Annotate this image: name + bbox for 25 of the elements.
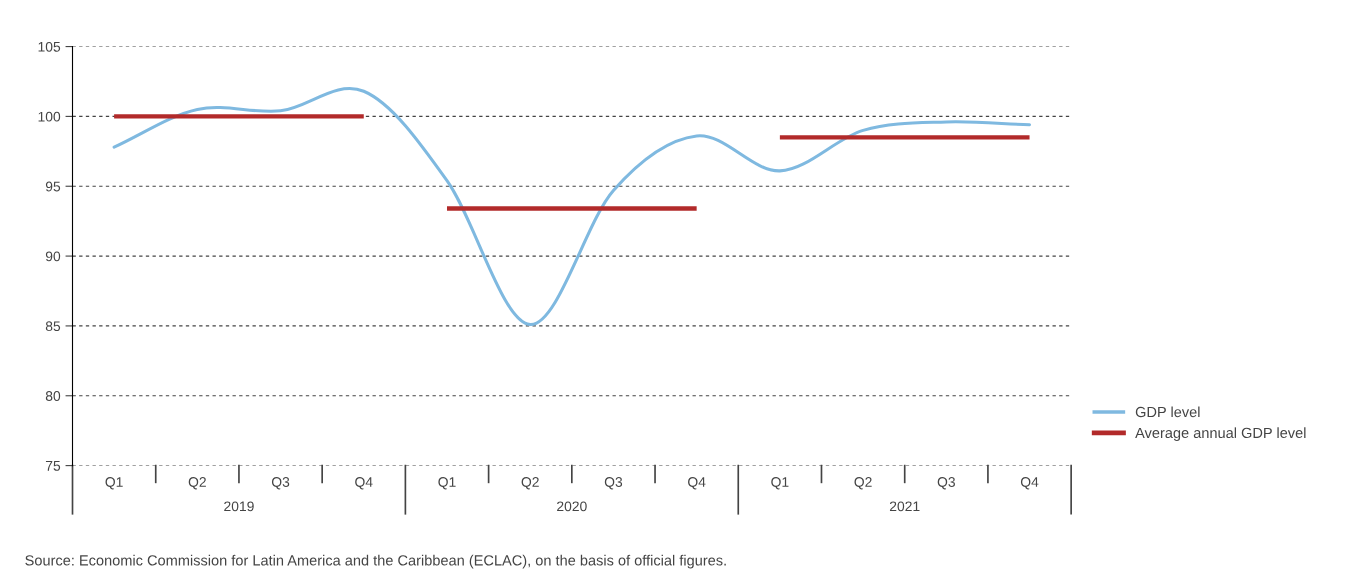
x-tick-label: Q3: [271, 477, 290, 490]
y-tick-label: 90: [45, 251, 61, 262]
text: 2020: [557, 501, 587, 512]
text: 2019: [224, 501, 254, 512]
y-tick-label: 100: [38, 111, 61, 122]
legend-label: Average annual GDP level: [1135, 427, 1306, 441]
x-tick-label: Q4: [355, 477, 373, 490]
y-tick-label: 105: [38, 41, 61, 52]
y-tick-label: 85: [45, 321, 61, 332]
x-tick-label: Q2: [854, 477, 872, 490]
x-tick-label: Q1: [771, 477, 789, 490]
x-tick-label: Q4: [688, 477, 706, 490]
source-note: Source: Economic Commission for Latin America and the Caribbean (ECLAC), on the basis of official figures.: [25, 554, 726, 569]
text: 2021: [889, 501, 920, 512]
y-tick-label: 80: [45, 391, 61, 401]
x-tick-label: Q4: [1020, 477, 1039, 490]
x-tick-label: Q1: [105, 477, 123, 490]
x-tick-label: Q3: [604, 477, 623, 490]
y-tick-label: 95: [45, 181, 61, 192]
x-tick-label: Q2: [188, 477, 206, 490]
x-tick-label: Q1: [438, 477, 456, 490]
y-tick-label: 75: [45, 461, 61, 471]
x-tick-label: Q2: [521, 477, 539, 490]
x-tick-label: Q3: [937, 477, 955, 490]
legend-label: GDP level: [1135, 406, 1200, 418]
